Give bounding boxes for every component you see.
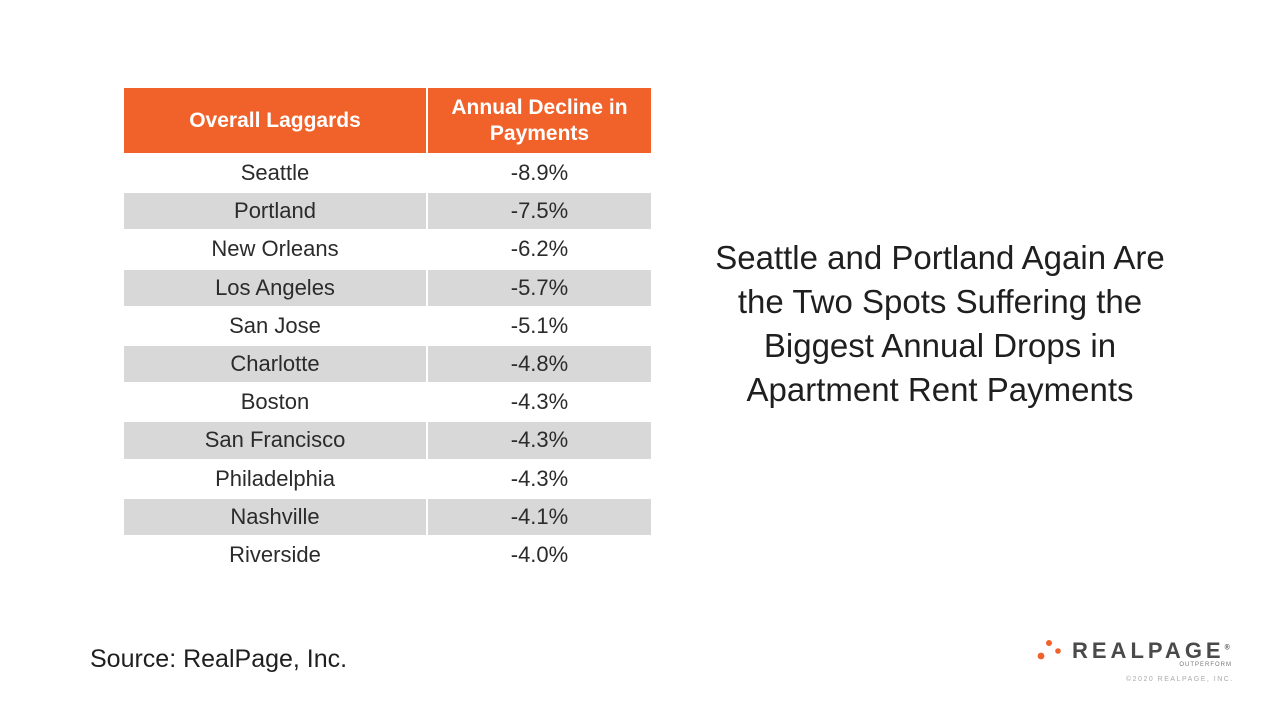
- slide-headline: Seattle and Portland Again Are the Two S…: [715, 239, 1165, 408]
- decline-cell: -6.2%: [426, 229, 651, 269]
- decline-cell: -5.1%: [426, 305, 651, 345]
- logo-dots-icon: [1037, 640, 1061, 660]
- column-header-market: Overall Laggards: [124, 88, 427, 154]
- market-cell: New Orleans: [124, 229, 427, 269]
- laggards-table-container: Overall Laggards Annual Decline in Payme…: [124, 88, 651, 574]
- decline-cell: -7.5%: [426, 191, 651, 231]
- market-cell: Riverside: [124, 534, 427, 574]
- table-row: Riverside -4.0%: [124, 534, 651, 574]
- market-cell: Nashville: [124, 496, 427, 536]
- market-cell: Charlotte: [124, 343, 427, 384]
- realpage-logo: REALPAGE® OUTPERFORM: [1036, 634, 1232, 684]
- table-row: San Jose -5.1%: [124, 305, 651, 345]
- market-cell: San Jose: [124, 305, 427, 345]
- market-cell: Portland: [124, 191, 427, 231]
- decline-cell: -5.7%: [426, 267, 651, 307]
- market-cell: Seattle: [124, 152, 427, 193]
- market-cell: Boston: [124, 382, 427, 422]
- column-header-decline: Annual Decline in Payments: [426, 88, 651, 154]
- decline-cell: -4.8%: [426, 343, 651, 384]
- table-header-row: Overall Laggards Annual Decline in Payme…: [124, 88, 651, 154]
- decline-cell: -4.3%: [426, 420, 651, 460]
- decline-cell: -4.3%: [426, 382, 651, 422]
- decline-cell: -8.9%: [426, 152, 651, 193]
- logo-tagline: OUTPERFORM: [1179, 662, 1232, 668]
- market-cell: Philadelphia: [124, 458, 427, 498]
- table-row: Seattle -8.9%: [124, 152, 651, 193]
- table-row: Boston -4.3%: [124, 382, 651, 422]
- table-row: Philadelphia -4.3%: [124, 458, 651, 498]
- laggards-table: Overall Laggards Annual Decline in Payme…: [124, 88, 651, 574]
- copyright-notice: ©2020 REALPAGE, INC.: [1126, 676, 1234, 683]
- decline-cell: -4.0%: [426, 534, 651, 574]
- table-row: New Orleans -6.2%: [124, 229, 651, 269]
- table-row: Nashville -4.1%: [124, 496, 651, 536]
- market-cell: San Francisco: [124, 420, 427, 460]
- market-cell: Los Angeles: [124, 267, 427, 307]
- table-row: Charlotte -4.8%: [124, 343, 651, 384]
- decline-cell: -4.1%: [426, 496, 651, 536]
- logo-wordmark: REALPAGE®: [1072, 638, 1230, 663]
- source-note: Source: RealPage, Inc.: [90, 645, 348, 673]
- table-row: Portland -7.5%: [124, 191, 651, 231]
- decline-cell: -4.3%: [426, 458, 651, 498]
- table-row: Los Angeles -5.7%: [124, 267, 651, 307]
- table-row: San Francisco -4.3%: [124, 420, 651, 460]
